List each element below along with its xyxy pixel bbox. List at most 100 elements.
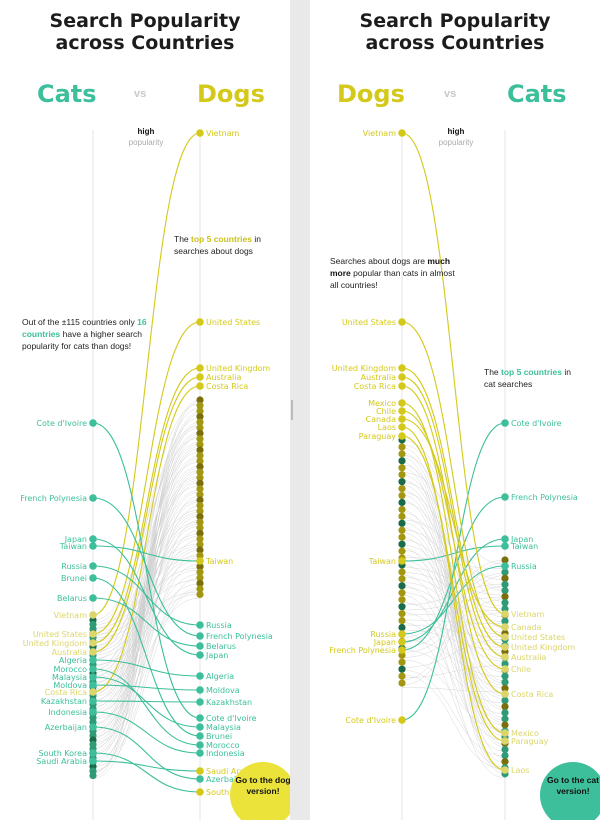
background-link bbox=[401, 499, 506, 748]
country-label: Costa Rica bbox=[45, 688, 87, 697]
country-link bbox=[401, 376, 506, 658]
country-label: Taiwan bbox=[59, 542, 87, 551]
background-link bbox=[401, 659, 506, 730]
country-label: Canada bbox=[511, 623, 542, 632]
background-link bbox=[92, 525, 201, 701]
country-dot bbox=[196, 529, 204, 537]
country-dot bbox=[501, 758, 509, 766]
go-to-dog-version-button[interactable]: Go to the dog version! bbox=[230, 762, 290, 820]
background-link bbox=[92, 441, 201, 678]
country-label: Vietnam bbox=[206, 129, 240, 138]
country-dot bbox=[196, 557, 204, 565]
annotation-text: Searches about dogs are bbox=[330, 256, 425, 266]
country-dot bbox=[89, 639, 97, 647]
country-dot bbox=[398, 129, 406, 137]
country-link bbox=[92, 726, 201, 780]
page-title: Search Popularity across Countries bbox=[310, 10, 600, 54]
background-link bbox=[92, 587, 201, 744]
country-dot bbox=[398, 471, 406, 479]
country-label: Chile bbox=[376, 407, 396, 416]
background-link bbox=[401, 464, 506, 655]
country-link bbox=[92, 597, 201, 647]
country-link bbox=[92, 538, 201, 656]
country-dot bbox=[398, 547, 406, 555]
country-dot bbox=[89, 535, 97, 543]
country-label: Cote d'Ivoire bbox=[36, 419, 87, 428]
country-dot bbox=[196, 723, 204, 731]
country-dot bbox=[501, 610, 509, 618]
country-label: Paraguay bbox=[359, 432, 397, 441]
country-dot bbox=[196, 714, 204, 722]
background-link bbox=[401, 582, 506, 636]
country-dot bbox=[501, 593, 509, 601]
background-link bbox=[92, 589, 201, 771]
background-link bbox=[92, 549, 201, 707]
annotation-text: The bbox=[174, 234, 189, 244]
country-dot bbox=[398, 364, 406, 372]
country-label: Vietnam bbox=[54, 611, 88, 620]
country-dot bbox=[196, 382, 204, 390]
annotation-text: The bbox=[484, 367, 499, 377]
country-label: French Polynesia bbox=[20, 494, 87, 503]
country-label: Japan bbox=[64, 535, 87, 544]
country-label: United Kingdom bbox=[206, 364, 270, 373]
background-link bbox=[92, 545, 201, 653]
background-link bbox=[401, 462, 506, 759]
header-dogs: Dogs bbox=[337, 80, 405, 108]
country-dot bbox=[196, 401, 204, 410]
country-label: Russia bbox=[206, 621, 232, 630]
background-link bbox=[401, 619, 506, 625]
corner-label: Go to the cat version! bbox=[547, 775, 599, 796]
corner-label: Go to the dog version! bbox=[235, 775, 290, 796]
country-dot bbox=[196, 551, 204, 560]
country-dot bbox=[501, 419, 509, 427]
annotation-16-countries: Out of the ±115 countries only 16 countr… bbox=[22, 316, 152, 352]
country-dot bbox=[196, 435, 204, 443]
background-link bbox=[401, 527, 506, 710]
country-link bbox=[92, 367, 201, 644]
country-dot bbox=[196, 788, 204, 796]
country-label: Azerbaijan bbox=[45, 723, 87, 732]
country-dot bbox=[196, 585, 204, 593]
country-label: Russia bbox=[61, 562, 87, 571]
background-link bbox=[401, 649, 506, 704]
country-dot bbox=[196, 468, 204, 476]
country-link bbox=[401, 418, 506, 628]
country-dot bbox=[501, 580, 509, 589]
country-dot bbox=[196, 457, 204, 465]
country-dot bbox=[398, 596, 406, 604]
annotation-highlight: much more bbox=[330, 256, 451, 278]
country-dot bbox=[501, 751, 509, 760]
country-dot bbox=[196, 767, 204, 775]
background-link bbox=[92, 491, 201, 718]
background-link bbox=[401, 624, 506, 638]
country-link bbox=[401, 496, 506, 651]
country-dot bbox=[398, 658, 406, 666]
annotation-much-more: Searches about dogs are much more popula… bbox=[330, 255, 460, 291]
country-dot bbox=[501, 586, 509, 595]
background-link bbox=[92, 583, 201, 690]
background-link bbox=[401, 564, 506, 699]
country-dot bbox=[398, 575, 406, 583]
header-vs: vs bbox=[444, 88, 457, 100]
country-dot bbox=[196, 407, 204, 415]
background-link bbox=[92, 573, 201, 714]
background-link bbox=[401, 629, 506, 651]
background-link bbox=[401, 639, 506, 677]
country-link bbox=[92, 676, 201, 728]
background-link bbox=[92, 467, 201, 712]
country-dot bbox=[501, 721, 509, 729]
go-to-cat-version-button[interactable]: Go to the cat version! bbox=[540, 762, 600, 820]
country-dot bbox=[196, 424, 204, 432]
country-dot bbox=[89, 749, 97, 757]
country-label: Cote d'Ivoire bbox=[511, 419, 562, 428]
country-dot bbox=[196, 446, 204, 454]
country-dot bbox=[398, 616, 406, 625]
background-link bbox=[401, 612, 506, 658]
country-dot bbox=[196, 129, 204, 137]
country-label: United States bbox=[342, 318, 396, 327]
title-line-1: Search Popularity bbox=[359, 10, 551, 32]
background-link bbox=[92, 447, 201, 760]
country-dot bbox=[196, 518, 204, 526]
country-label: Japan bbox=[373, 638, 396, 647]
